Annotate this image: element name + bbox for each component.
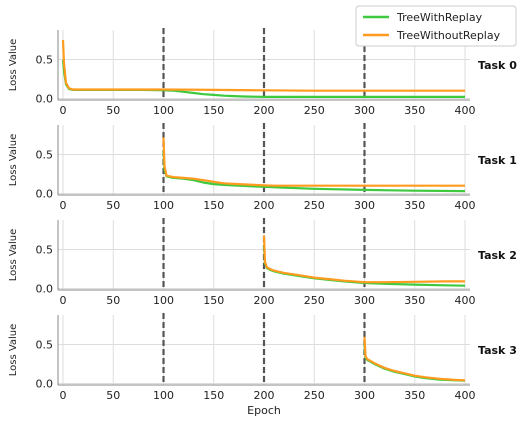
x-tick-label: 300: [354, 294, 375, 307]
x-tick-label: 200: [254, 294, 275, 307]
legend-box: [355, 5, 517, 47]
x-tick-label: 200: [254, 199, 275, 212]
legend: TreeWithReplay TreeWithoutReplay: [355, 5, 517, 47]
x-tick-label: 100: [153, 294, 174, 307]
y-axis-label: Loss Value: [8, 39, 19, 92]
y-tick-label: 0.5: [36, 149, 54, 162]
x-tick-label: 200: [254, 104, 275, 117]
x-tick-label: 250: [304, 199, 325, 212]
x-tick-label: 300: [354, 104, 375, 117]
x-tick-label: 400: [454, 294, 475, 307]
x-tick-label: 300: [354, 389, 375, 402]
x-tick-label: 300: [354, 199, 375, 212]
legend-entry-label: TreeWithoutReplay: [396, 29, 501, 42]
x-tick-label: 150: [203, 199, 224, 212]
x-tick-label: 350: [404, 389, 425, 402]
x-tick-label: 0: [60, 294, 67, 307]
x-tick-label: 350: [404, 294, 425, 307]
x-tick-label: 350: [404, 199, 425, 212]
x-tick-label: 50: [106, 199, 120, 212]
x-tick-label: 350: [404, 104, 425, 117]
x-tick-label: 50: [106, 104, 120, 117]
x-tick-label: 100: [153, 389, 174, 402]
y-tick-label: 0.5: [36, 339, 54, 352]
x-tick-label: 50: [106, 389, 120, 402]
legend-entry-label: TreeWithReplay: [396, 11, 483, 24]
series-line-TreeWithoutReplay: [61, 40, 465, 92]
panel-task-1: 0.0 0.5 0 50 100 150 200 250 300 350 400 Loss Value…: [8, 123, 517, 212]
x-tick-label: 100: [153, 199, 174, 212]
panel-task-3: 0.0 0.5 0 50 100 150 200 250 300 350 400 Loss Value…: [8, 313, 517, 402]
x-tick-label: 200: [254, 389, 275, 402]
y-tick-label: 0.0: [36, 187, 54, 200]
x-tick-label: 250: [304, 389, 325, 402]
x-tick-label: 150: [203, 104, 224, 117]
panels-group: 0.0 0.5 0 50 100 150 200 250 300 350 400 Loss Value…: [8, 28, 517, 402]
x-tick-label: 100: [153, 104, 174, 117]
task-label: Task 1: [478, 154, 517, 167]
y-tick-label: 0.0: [36, 282, 54, 295]
panel-task-0: 0.0 0.5 0 50 100 150 200 250 300 350 400 Loss Value…: [8, 28, 517, 117]
x-tick-label: 400: [454, 389, 475, 402]
x-tick-label: 250: [304, 294, 325, 307]
x-tick-label: 0: [60, 389, 67, 402]
y-tick-label: 0.5: [36, 244, 54, 257]
y-tick-label: 0.5: [36, 54, 54, 67]
task-label: Task 0: [478, 59, 517, 72]
x-tick-label: 0: [60, 199, 67, 212]
x-tick-label: 0: [60, 104, 67, 117]
y-tick-label: 0.0: [36, 377, 54, 390]
y-axis-label: Loss Value: [8, 134, 19, 187]
series-line-TreeWithoutReplay: [162, 137, 465, 187]
x-axis-label: Epoch: [247, 404, 281, 417]
series-line-TreeWithoutReplay: [363, 336, 466, 382]
x-tick-label: 150: [203, 294, 224, 307]
y-axis-label: Loss Value: [8, 229, 19, 282]
x-tick-label: 150: [203, 389, 224, 402]
x-tick-label: 400: [454, 104, 475, 117]
y-tick-label: 0.0: [36, 92, 54, 105]
x-tick-label: 250: [304, 104, 325, 117]
panel-task-2: 0.0 0.5 0 50 100 150 200 250 300 350 400 Loss Value…: [8, 218, 517, 307]
task-label: Task 3: [478, 344, 517, 357]
task-label: Task 2: [478, 249, 517, 262]
y-axis-label: Loss Value: [8, 324, 19, 377]
x-tick-label: 400: [454, 199, 475, 212]
series-line-TreeWithoutReplay: [262, 235, 465, 284]
x-tick-label: 50: [106, 294, 120, 307]
